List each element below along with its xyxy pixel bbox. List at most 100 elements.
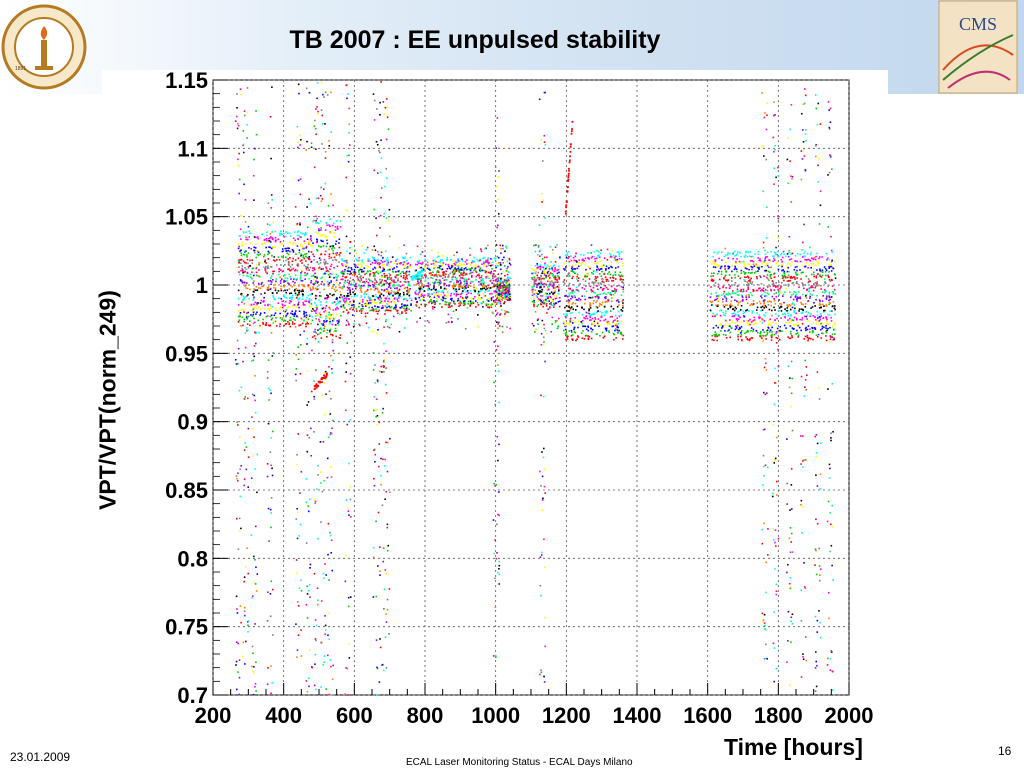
data-point	[541, 288, 544, 291]
data-point	[463, 271, 465, 274]
data-point	[410, 299, 413, 302]
data-point	[379, 282, 382, 284]
data-point	[316, 288, 319, 291]
data-point	[500, 289, 503, 291]
data-point	[551, 281, 553, 283]
data-point	[265, 262, 268, 264]
data-point	[308, 300, 310, 303]
data-point	[576, 275, 578, 278]
data-point	[726, 253, 729, 256]
data-point	[567, 273, 570, 275]
data-point	[364, 312, 367, 315]
data-point	[481, 282, 484, 284]
data-point	[825, 252, 828, 255]
data-point	[267, 280, 270, 282]
data-point	[551, 280, 553, 282]
data-point	[398, 288, 401, 291]
data-point	[447, 264, 449, 266]
data-point	[299, 274, 302, 276]
data-point	[774, 309, 776, 311]
data-point	[810, 286, 812, 288]
data-point	[812, 289, 815, 292]
data-point	[533, 304, 535, 306]
data-point	[328, 276, 331, 279]
data-point	[298, 249, 301, 251]
data-point	[805, 315, 808, 318]
data-point	[593, 255, 595, 258]
data-point	[571, 277, 573, 280]
data-point	[491, 282, 493, 284]
data-point	[769, 275, 772, 278]
data-point	[464, 274, 466, 276]
data-point	[574, 296, 577, 299]
data-point	[455, 288, 457, 291]
data-point	[487, 258, 490, 260]
data-point	[257, 319, 260, 322]
data-point	[448, 267, 451, 269]
data-point	[255, 307, 258, 310]
data-point	[492, 273, 495, 275]
data-point	[301, 322, 304, 325]
data-point	[813, 256, 816, 259]
data-point	[320, 331, 322, 334]
data-point	[582, 325, 585, 328]
data-point	[310, 260, 313, 263]
data-point	[553, 264, 555, 267]
data-point	[729, 305, 731, 307]
data-point	[375, 260, 377, 263]
data-point	[293, 284, 296, 287]
data-point	[716, 297, 719, 300]
data-point	[586, 273, 588, 275]
data-point	[405, 318, 408, 320]
data-point	[818, 302, 821, 305]
data-point	[552, 274, 554, 276]
data-point	[405, 281, 407, 283]
data-point	[292, 243, 294, 246]
data-point	[433, 265, 436, 267]
data-point	[339, 282, 341, 284]
data-point	[346, 301, 348, 304]
data-point	[241, 316, 244, 319]
data-point	[478, 274, 480, 277]
data-point	[717, 251, 720, 253]
data-point	[356, 259, 358, 262]
data-point	[419, 253, 422, 255]
data-point	[505, 279, 508, 282]
data-point	[831, 260, 833, 263]
data-point	[532, 272, 535, 275]
data-point	[622, 279, 625, 281]
data-point	[289, 241, 292, 244]
data-point	[606, 300, 608, 303]
data-point	[503, 297, 506, 299]
data-point	[724, 265, 726, 267]
data-point	[296, 315, 299, 318]
data-point	[404, 308, 406, 310]
data-point	[795, 323, 797, 326]
data-point	[729, 322, 731, 325]
data-point	[432, 308, 434, 310]
data-point	[753, 322, 756, 325]
data-point	[819, 300, 821, 302]
data-point	[723, 278, 725, 280]
data-point	[387, 301, 390, 303]
data-point	[263, 242, 266, 245]
data-point	[739, 277, 742, 280]
data-point	[281, 270, 284, 273]
data-point	[447, 313, 450, 316]
data-point	[735, 268, 738, 271]
data-point	[548, 306, 551, 309]
data-point	[415, 283, 418, 286]
data-point	[355, 308, 358, 310]
data-point	[253, 246, 256, 249]
data-point	[716, 252, 719, 255]
data-point	[737, 251, 739, 253]
data-point	[564, 315, 567, 318]
data-point	[768, 279, 770, 281]
data-point	[584, 317, 587, 320]
data-point	[397, 279, 399, 282]
data-point	[542, 270, 544, 273]
data-point	[245, 316, 248, 319]
data-point	[306, 266, 309, 269]
data-point	[364, 303, 367, 305]
data-point	[714, 335, 716, 338]
